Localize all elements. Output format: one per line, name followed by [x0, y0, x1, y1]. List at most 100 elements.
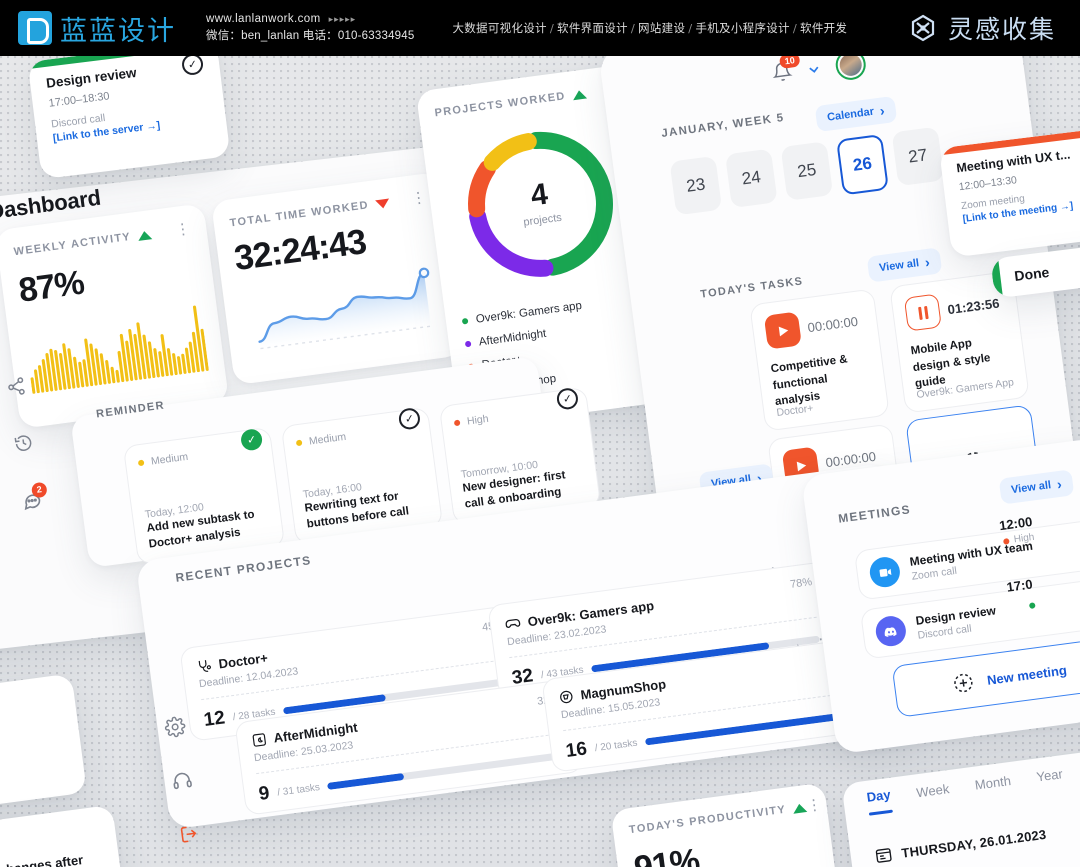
service-2: 网站建设 [638, 21, 686, 35]
selected-date-row[interactable]: THURSDAY, 26.01.2023 [874, 825, 1048, 865]
project-row[interactable]: Doctor+ Deadline: 12.04.2023 45% 12 / 28… [179, 604, 529, 742]
sidebar-item-share[interactable] [5, 375, 30, 403]
brand-name-cn: 蓝蓝设计 [60, 15, 176, 47]
tab-day[interactable]: Day [865, 786, 893, 816]
banner-services: 大数据可视化设计 / 软件界面设计 / 网站建设 / 手机及小程序设计 / 软件开发 [452, 21, 848, 35]
pause-icon [917, 306, 923, 320]
banner-contact: www.lanlanwork.com ▸▸▸▸▸ 微信：ben_lanlan 电话… [206, 11, 414, 46]
tab-label: Day [865, 786, 892, 805]
logout-icon [180, 826, 197, 843]
project-name: Doctor+ [217, 650, 269, 672]
project-percent: 78% [789, 576, 813, 591]
project-row[interactable]: AfterMidnight Deadline: 25.03.2023 32% 9… [234, 678, 584, 816]
sidebar-item-history[interactable] [12, 432, 37, 460]
view-all-label: View all [878, 257, 920, 275]
meeting-time-block: 17:0 [1006, 576, 1037, 616]
legend-color-dot [464, 340, 472, 348]
sidebar-item-chat[interactable]: 2 [20, 481, 48, 518]
floating-event-card-right[interactable]: Meeting with UX t... 12:00–13:30 Zoom me… [938, 126, 1080, 258]
trend-up-icon [792, 802, 808, 814]
arrows-icon: ▸▸▸▸▸ [328, 13, 357, 24]
priority-dot [453, 419, 461, 427]
meeting-time: 17:0 [1005, 576, 1034, 595]
project-done-count: 16 [564, 738, 589, 762]
project-progress-bar [327, 751, 567, 790]
reminder-priority: High [466, 412, 490, 428]
productivity-menu-icon[interactable]: ⋮ [805, 796, 823, 815]
reminder-priority: Medium [150, 450, 189, 468]
sidebar: 2 [5, 375, 48, 518]
task-timer: 01:23:56 [946, 295, 1001, 317]
share-nodes-icon [8, 377, 25, 395]
linggan-brand-text: 灵感收集 [947, 15, 1056, 44]
project-row[interactable]: Over9k: Gamers app Deadline: 23.02.2023 … [487, 561, 837, 699]
project-total-count: / 20 tasks [594, 737, 639, 754]
task-card[interactable]: 00:00:00 Creating Landing page for marke… [767, 423, 908, 567]
service-4: 软件开发 [800, 21, 848, 35]
banner-website[interactable]: www.lanlanwork.com [206, 12, 321, 25]
total-time-chart [237, 255, 444, 363]
zoom-icon [868, 555, 902, 590]
headset-icon [173, 772, 192, 790]
meeting-row[interactable]: Meeting with UX team Zoom call [853, 517, 1080, 601]
task-pause-button[interactable] [903, 293, 942, 332]
floating-comment-card[interactable]: ...zing last call 13 2 w subtascks (2) [0, 673, 87, 819]
reminder-priority: Medium [308, 430, 347, 448]
productivity-value: 91% [631, 841, 702, 867]
service-1: 软件界面设计 [557, 21, 628, 35]
meeting-time: 12:00 [998, 513, 1034, 534]
task-timer: 00:00:00 [806, 313, 859, 335]
priority-dot [295, 439, 303, 447]
trend-down-icon [375, 198, 391, 209]
floating-task-card[interactable]: UI Design Make some changes after client… [0, 804, 127, 867]
meeting-row[interactable]: Design review Discord call [859, 576, 1080, 660]
productivity-card: Today's productivity ⋮ 91% [610, 782, 841, 867]
calendar-day-selected[interactable]: 26 [836, 133, 889, 196]
calendar-day[interactable]: 27 [891, 126, 945, 187]
trend-up-icon [137, 229, 153, 241]
task-play-button[interactable] [763, 311, 802, 350]
total-time-menu-icon[interactable]: ⋮ [410, 188, 428, 208]
project-done-count: 9 [257, 782, 271, 805]
sidebar-item-logout[interactable] [177, 822, 201, 851]
reminder-complete-icon[interactable]: ✓ [397, 406, 422, 431]
shop-icon [560, 690, 573, 704]
new-meeting-label: New meeting [986, 661, 1068, 688]
event-complete-icon[interactable]: ✓ [180, 52, 205, 77]
moon-icon [252, 733, 266, 747]
play-icon [778, 326, 788, 336]
priority-dot [1028, 602, 1036, 609]
weekly-activity-label: Weekly activity [13, 230, 132, 259]
reminder-done-icon[interactable]: ✓ [239, 427, 264, 452]
sidebar-item-support[interactable] [170, 769, 194, 798]
topbar-actions: 10 [770, 47, 868, 90]
weekly-activity-menu-icon[interactable]: ⋮ [174, 220, 192, 239]
sidebar-lower [163, 715, 201, 851]
play-icon [796, 461, 806, 471]
task-card[interactable]: 00:00:00 Competitive & functional analys… [749, 288, 890, 432]
legend-color-dot [461, 317, 469, 325]
new-meeting-button[interactable]: New meeting [891, 636, 1080, 718]
projects-worked-card: Projects worked ⋮ 4 projects Over9k [415, 63, 677, 429]
reminder-complete-icon[interactable]: ✓ [555, 386, 580, 411]
gamepad-icon [505, 619, 521, 628]
calendar-day[interactable]: 24 [725, 148, 778, 209]
sidebar-item-settings[interactable] [163, 715, 187, 744]
projects-donut-chart: 4 projects [437, 109, 643, 300]
project-row[interactable]: MagnumShop Deadline: 15.05.2023 89% 16 /… [541, 635, 891, 773]
calendar-day[interactable]: 25 [780, 141, 834, 201]
task-play-button[interactable] [781, 446, 820, 485]
floating-event-card-left[interactable]: Design review 17:00–18:30 Discord call [… [27, 38, 231, 180]
calendar-icon [875, 848, 892, 863]
chevron-down-icon[interactable] [805, 61, 823, 79]
linggan-logo-icon [908, 13, 938, 43]
banner-right-brand: 灵感收集 [908, 10, 1056, 46]
calendar-day[interactable]: 23 [669, 155, 723, 216]
banner-wechat-phone: 微信：ben_lanlan 电话：010-63334945 [206, 30, 415, 42]
projects-worked-label: Projects worked [433, 90, 567, 120]
calendar-button-label: Calendar [826, 105, 875, 124]
discord-icon [874, 614, 908, 649]
notifications-button[interactable]: 10 [771, 52, 801, 87]
view-all-label: View all [1010, 479, 1052, 497]
done-label: Done [1013, 263, 1051, 285]
